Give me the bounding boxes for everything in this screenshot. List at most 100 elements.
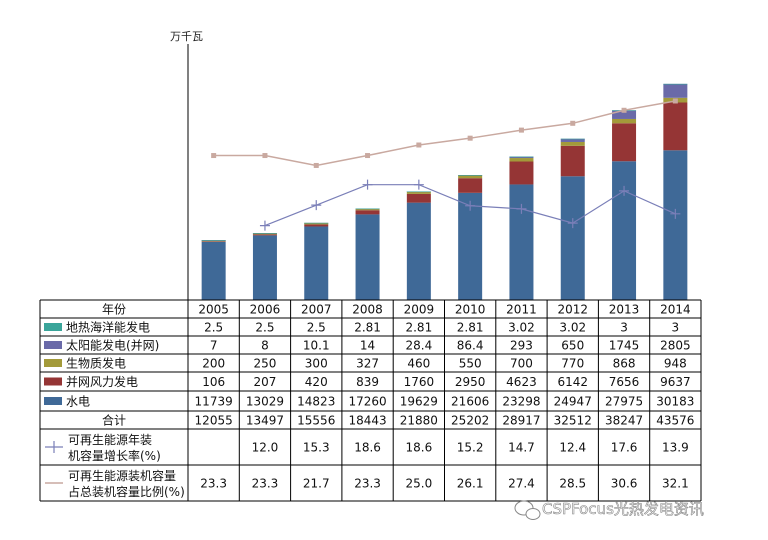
- bar-segment: [612, 161, 637, 300]
- share-point: [518, 127, 524, 133]
- table-cell: 4623: [506, 375, 537, 389]
- share-point: [313, 162, 319, 168]
- legend-swatch: [44, 397, 62, 405]
- bar-segment: [560, 138, 585, 142]
- table-cell: 7656: [609, 375, 640, 389]
- row-label: 合计: [102, 413, 126, 428]
- bar-segment: [304, 222, 329, 224]
- table-cell: 2.81: [457, 321, 484, 335]
- table-cell: 25.0: [405, 477, 432, 491]
- table-cell: 14: [360, 339, 375, 353]
- table-cell: 2007: [301, 303, 332, 317]
- bar-segment: [406, 191, 431, 193]
- bar-segment: [663, 83, 688, 85]
- table-cell: 460: [407, 357, 430, 371]
- table-cell: 43576: [656, 414, 694, 428]
- table-cell: 38247: [605, 414, 643, 428]
- bar-segment: [304, 224, 329, 227]
- bar-segment: [458, 175, 483, 179]
- bar-segment: [355, 208, 380, 211]
- year-header: 年份: [102, 303, 126, 317]
- table-cell: 300: [305, 357, 328, 371]
- table-cell: 24947: [554, 395, 592, 409]
- table-cell: 9637: [660, 375, 691, 389]
- table-cell: 868: [613, 357, 636, 371]
- table-cell: 7: [210, 339, 218, 353]
- table-cell: 12055: [195, 414, 233, 428]
- share-point: [365, 153, 371, 159]
- table-cell: 23.3: [354, 477, 381, 491]
- plot-area: [187, 44, 688, 300]
- table-cell: 18443: [348, 414, 386, 428]
- row-label: 太阳能发电(并网): [66, 338, 159, 353]
- share-point: [672, 98, 678, 104]
- growth-point: [567, 218, 578, 229]
- legend-line-growth: [45, 441, 63, 453]
- row-label: 机容量增长率(%): [68, 448, 161, 463]
- bar-segment: [355, 208, 380, 210]
- legend-swatch: [44, 377, 62, 386]
- table-cell: 11739: [195, 395, 233, 409]
- watermark: CSPFocus光热发电资讯: [514, 500, 704, 520]
- table-cell: 21.7: [303, 477, 330, 491]
- wechat-icon: [514, 500, 541, 520]
- table-cell: 32.1: [662, 477, 689, 491]
- bar-segment: [406, 193, 431, 203]
- row-label: 生物质发电: [66, 356, 126, 371]
- table-cell: 23.3: [252, 477, 279, 491]
- share-point: [416, 142, 422, 148]
- bar-segment: [560, 141, 585, 146]
- table-cell: 3: [672, 321, 680, 335]
- table-cell: 2010: [455, 303, 486, 317]
- table-cell: 2006: [250, 303, 281, 317]
- y-axis-unit-label: 万千瓦: [170, 30, 203, 43]
- growth-point: [413, 179, 424, 190]
- table-cell: 21880: [400, 414, 438, 428]
- bar-segment: [509, 156, 534, 158]
- table-cell: 2008: [352, 303, 383, 317]
- table-cell: 13029: [246, 395, 284, 409]
- table-cell: 2012: [557, 303, 588, 317]
- table-cell: 17260: [348, 395, 386, 409]
- table-cell: 23298: [502, 395, 540, 409]
- table-cell: 13497: [246, 414, 284, 428]
- bar-segment: [252, 234, 277, 236]
- table-cell: 3.02: [508, 321, 535, 335]
- watermark-text: CSPFocus光热发电资讯: [542, 500, 704, 518]
- table-cell: 21606: [451, 395, 489, 409]
- table-cell: 27.4: [508, 477, 535, 491]
- bar-segment: [458, 178, 483, 193]
- data-table: 年份 2005 2006 2007 2008 2009 2010 2011 2012 2013 20…: [39, 299, 702, 502]
- bar-segment: [663, 150, 688, 300]
- table-cell: 6142: [557, 375, 588, 389]
- table-cell: 2009: [404, 303, 435, 317]
- table-cell: 839: [356, 375, 379, 389]
- table-cell: 18.6: [405, 441, 432, 455]
- bar-segment: [612, 110, 637, 119]
- table-cell: 106: [202, 375, 225, 389]
- growth-point: [516, 203, 527, 214]
- table-cell: 18.6: [354, 441, 381, 455]
- table-cell: 293: [510, 339, 533, 353]
- table-cell: 10.1: [303, 339, 330, 353]
- bar-segment: [663, 102, 688, 151]
- table-cell: 2.5: [204, 321, 223, 335]
- table-cell: 3: [620, 321, 628, 335]
- table-cell: 3.02: [559, 321, 586, 335]
- table-cell: 2.81: [405, 321, 432, 335]
- table-cell: 420: [305, 375, 328, 389]
- table-cell: 1760: [404, 375, 435, 389]
- bar-segment: [560, 176, 585, 300]
- bar-segment: [406, 202, 431, 300]
- table-cell: 550: [459, 357, 482, 371]
- bar-segment: [201, 241, 226, 242]
- legend-swatch: [44, 359, 62, 367]
- table-cell: 12.4: [559, 441, 586, 455]
- table-cell: 15556: [297, 414, 335, 428]
- bar-segment: [560, 145, 585, 177]
- share-point: [467, 135, 473, 141]
- bar-segment: [509, 161, 534, 185]
- row-label: 并网风力发电: [66, 374, 138, 389]
- table-cell: 23.3: [200, 477, 227, 491]
- table-cell: 25202: [451, 414, 489, 428]
